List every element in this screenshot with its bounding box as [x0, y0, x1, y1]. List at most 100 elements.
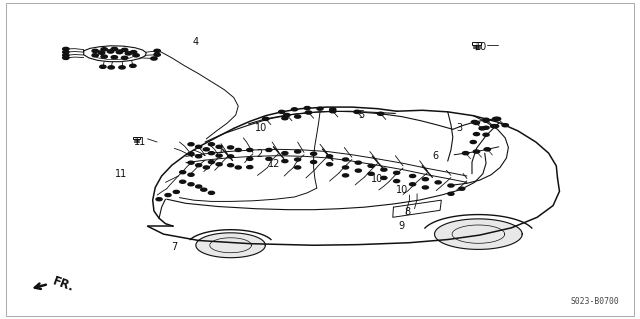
- Circle shape: [111, 56, 118, 59]
- Text: 6: 6: [432, 151, 438, 161]
- Text: FR.: FR.: [51, 275, 76, 295]
- Circle shape: [216, 154, 222, 157]
- Circle shape: [209, 191, 214, 194]
- Circle shape: [294, 166, 301, 169]
- Circle shape: [111, 48, 118, 50]
- Circle shape: [317, 107, 323, 110]
- Circle shape: [483, 126, 489, 129]
- Circle shape: [235, 148, 241, 152]
- Circle shape: [131, 50, 137, 54]
- Text: 9: 9: [398, 221, 404, 231]
- Circle shape: [188, 161, 194, 164]
- Circle shape: [355, 169, 362, 172]
- Circle shape: [474, 133, 479, 136]
- Circle shape: [101, 55, 108, 58]
- Circle shape: [493, 125, 499, 128]
- Circle shape: [266, 148, 272, 152]
- Circle shape: [463, 152, 468, 155]
- Circle shape: [381, 168, 387, 171]
- Circle shape: [459, 187, 465, 190]
- Circle shape: [100, 65, 106, 68]
- Circle shape: [188, 143, 194, 146]
- Circle shape: [188, 152, 194, 155]
- Circle shape: [470, 140, 476, 144]
- Circle shape: [330, 110, 336, 113]
- Circle shape: [108, 66, 115, 69]
- Circle shape: [201, 188, 207, 191]
- Circle shape: [63, 56, 69, 59]
- Circle shape: [483, 118, 489, 122]
- Circle shape: [204, 166, 209, 169]
- Circle shape: [473, 150, 479, 153]
- Circle shape: [471, 121, 477, 123]
- Circle shape: [165, 194, 171, 197]
- Circle shape: [63, 48, 69, 50]
- Circle shape: [304, 107, 310, 109]
- Circle shape: [342, 166, 349, 169]
- Circle shape: [154, 49, 161, 52]
- Circle shape: [216, 145, 222, 148]
- Circle shape: [494, 117, 500, 121]
- Circle shape: [422, 178, 428, 181]
- Circle shape: [394, 171, 400, 174]
- Circle shape: [474, 122, 479, 124]
- Circle shape: [235, 166, 241, 169]
- Circle shape: [284, 114, 290, 117]
- Circle shape: [209, 160, 214, 164]
- Circle shape: [228, 146, 234, 149]
- Circle shape: [294, 158, 301, 161]
- Text: 5: 5: [358, 110, 365, 120]
- Text: 11: 11: [115, 169, 127, 179]
- Text: 3: 3: [456, 123, 462, 133]
- Circle shape: [310, 152, 317, 155]
- Text: 4: 4: [193, 37, 198, 47]
- Circle shape: [92, 49, 99, 52]
- Circle shape: [330, 108, 336, 111]
- Text: 11: 11: [134, 137, 146, 147]
- Circle shape: [204, 148, 209, 151]
- Circle shape: [368, 172, 374, 175]
- Circle shape: [502, 123, 508, 127]
- Circle shape: [156, 198, 162, 201]
- Circle shape: [355, 161, 362, 164]
- Circle shape: [180, 180, 186, 183]
- Circle shape: [246, 166, 253, 169]
- Polygon shape: [435, 219, 522, 249]
- Circle shape: [305, 111, 312, 114]
- Circle shape: [483, 133, 489, 136]
- Circle shape: [246, 148, 253, 152]
- Circle shape: [209, 152, 214, 155]
- Circle shape: [262, 117, 269, 121]
- Circle shape: [196, 155, 202, 158]
- Circle shape: [133, 54, 140, 57]
- Circle shape: [483, 119, 489, 122]
- Circle shape: [354, 110, 360, 114]
- Circle shape: [493, 117, 499, 120]
- Circle shape: [180, 171, 186, 174]
- Circle shape: [490, 124, 497, 128]
- Circle shape: [122, 56, 128, 59]
- Circle shape: [342, 174, 349, 177]
- Circle shape: [410, 174, 415, 178]
- Circle shape: [422, 186, 428, 189]
- Circle shape: [154, 53, 161, 56]
- Circle shape: [216, 163, 222, 166]
- Polygon shape: [196, 233, 266, 258]
- Circle shape: [63, 54, 69, 57]
- Text: 7: 7: [172, 242, 177, 252]
- Circle shape: [266, 157, 272, 160]
- Circle shape: [294, 150, 301, 153]
- Circle shape: [196, 185, 202, 188]
- Text: 10: 10: [396, 185, 408, 195]
- Circle shape: [125, 52, 132, 55]
- Circle shape: [92, 54, 99, 57]
- Circle shape: [448, 184, 454, 187]
- Circle shape: [130, 64, 136, 67]
- Circle shape: [326, 155, 333, 158]
- Circle shape: [294, 115, 301, 118]
- Bar: [472, 42, 481, 45]
- Circle shape: [378, 112, 384, 115]
- Circle shape: [116, 50, 123, 54]
- Text: 10: 10: [371, 174, 383, 183]
- Text: 1: 1: [218, 145, 224, 155]
